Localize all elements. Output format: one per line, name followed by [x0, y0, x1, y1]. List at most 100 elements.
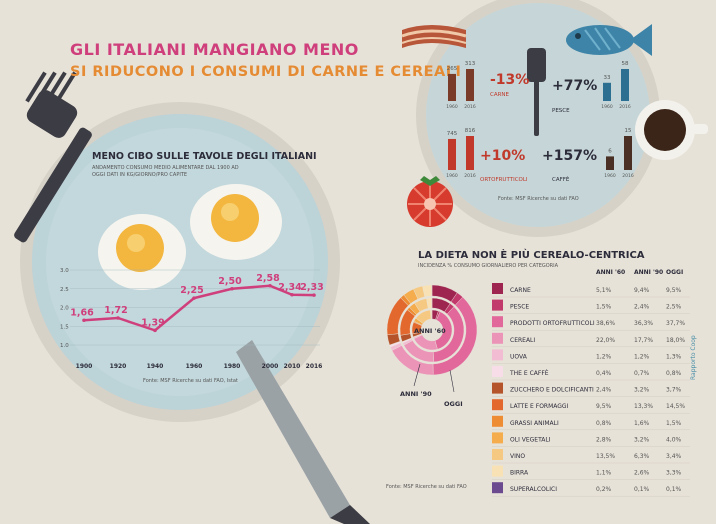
- x-tick-label: 1940: [147, 363, 164, 370]
- data-point: [116, 316, 120, 320]
- row-label: UOVA: [510, 353, 528, 360]
- change-label: +77%: [552, 78, 597, 94]
- x-tick-label: 2000: [262, 363, 279, 370]
- cell-value: 0,1%: [666, 486, 682, 493]
- tomato-icon: [407, 176, 453, 227]
- cell-value: 22,0%: [596, 337, 615, 344]
- diet-source: Fonte: MSF Ricerche su dati FAO: [386, 484, 467, 490]
- ring-pointer: [449, 369, 455, 393]
- bar-year-label: 1960: [604, 173, 616, 179]
- cell-value: 2,8%: [596, 436, 612, 443]
- x-tick-label: 1980: [224, 363, 241, 370]
- cell-value: 9,5%: [596, 403, 612, 410]
- bar-source: Fonte: MSF Ricerche su dati FAO: [498, 196, 579, 202]
- coffee-cup-icon: [635, 100, 708, 160]
- diet-subtitle: INCIDENZA % CONSUMO GIORNALIERO PER CATE…: [418, 263, 559, 269]
- legend-swatch: [492, 449, 503, 460]
- bar-value-label: 265: [447, 66, 458, 72]
- value-label: 1,72: [104, 305, 127, 316]
- cell-value: 0,8%: [666, 370, 682, 377]
- fish-icon: [566, 24, 652, 56]
- row-label: CARNE: [510, 287, 531, 294]
- cell-value: 17,7%: [634, 337, 653, 344]
- data-point: [290, 292, 294, 297]
- bar-value-label: 58: [622, 61, 629, 67]
- legend-swatch: [492, 465, 503, 477]
- x-tick-label: 1900: [76, 363, 93, 370]
- cell-value: 3,2%: [634, 436, 650, 443]
- line-chart-subtitle: ANDAMENTO CONSUMO MEDIO ALIMENTARE DAL 1…: [92, 165, 239, 178]
- line-chart-source: Fonte: MSF Ricerche su dati FAO, Istat: [143, 378, 238, 384]
- change-label: +10%: [480, 148, 525, 164]
- change-label: -13%: [490, 72, 529, 88]
- knife-icon: [236, 340, 370, 524]
- bar-value-label: 15: [625, 128, 632, 134]
- fork-icon: [14, 71, 92, 243]
- cell-value: 4,0%: [666, 436, 682, 443]
- y-tick-label: 1.5: [60, 324, 69, 330]
- cell-value: 14,5%: [666, 403, 685, 410]
- legend-swatch: [492, 366, 503, 377]
- data-point: [192, 296, 196, 300]
- value-label: 2,58: [256, 273, 280, 284]
- cell-value: 3,4%: [666, 453, 682, 460]
- cell-value: 9,4%: [634, 287, 650, 294]
- legend-swatch: [492, 382, 503, 394]
- ring-label: ANNI '60: [414, 327, 446, 335]
- small-fork-icon: [527, 48, 546, 136]
- bar: [466, 136, 474, 170]
- row-label: LATTE E FORMAGGI: [510, 403, 569, 410]
- cell-value: 18,0%: [666, 337, 685, 344]
- cell-value: 2,6%: [634, 470, 650, 477]
- bar-value-label: 745: [447, 131, 458, 137]
- x-tick-label: 2016: [306, 363, 323, 370]
- ring-pointer: [413, 363, 421, 387]
- y-tick-label: 1.0: [60, 343, 69, 349]
- value-label: 2,33: [300, 282, 323, 293]
- cell-value: 38,6%: [596, 320, 615, 327]
- cell-value: 1,5%: [596, 304, 612, 311]
- x-tick-label: 2010: [284, 363, 301, 370]
- cell-value: 3,3%: [666, 470, 682, 477]
- legend-swatch: [492, 415, 503, 427]
- value-label: 1,39: [141, 317, 164, 328]
- x-tick-label: 1960: [186, 363, 203, 370]
- cell-value: 6,3%: [634, 453, 650, 460]
- y-tick-label: 3.0: [60, 268, 69, 274]
- cell-value: 2,5%: [666, 304, 682, 311]
- row-label: ZUCCHERO E DOLCIFICANTI: [510, 387, 594, 394]
- legend-swatch: [492, 299, 503, 311]
- cell-value: 9,5%: [666, 287, 682, 294]
- cell-value: 1,2%: [634, 353, 650, 360]
- cell-value: 37,7%: [666, 320, 685, 327]
- row-label: PESCE: [510, 304, 529, 311]
- cell-value: 0,8%: [596, 420, 612, 427]
- value-label: 1,66: [70, 307, 94, 318]
- diet-title: LA DIETA NON È PIÙ CEREALO-CENTRICA: [418, 250, 645, 261]
- category-label: CARNE: [490, 92, 510, 98]
- bar-value-label: 816: [465, 128, 476, 134]
- column-header: ANNI '90: [634, 269, 663, 276]
- bar-year-label: 2016: [622, 173, 634, 179]
- bar: [606, 156, 614, 170]
- main-subtitle: SI RIDUCONO I CONSUMI DI CARNE E CEREALI: [70, 64, 462, 80]
- data-point: [312, 293, 316, 297]
- line-chart-title: MENO CIBO SULLE TAVOLE DEGLI ITALIANI: [92, 151, 317, 162]
- consumption-line: [83, 284, 315, 332]
- row-label: THE E CAFFÈ: [509, 369, 549, 377]
- cell-value: 2,4%: [634, 304, 650, 311]
- value-label: 2,50: [218, 276, 242, 287]
- bar-value-label: 6: [608, 148, 612, 154]
- cell-value: 1,3%: [666, 353, 682, 360]
- legend-swatch: [492, 332, 503, 344]
- bar-year-label: 1960: [446, 173, 458, 179]
- column-header: OGGI: [666, 269, 683, 276]
- data-point: [82, 318, 86, 323]
- cell-value: 1,5%: [666, 420, 682, 427]
- legend-swatch: [492, 316, 503, 328]
- legend-swatch: [492, 432, 503, 444]
